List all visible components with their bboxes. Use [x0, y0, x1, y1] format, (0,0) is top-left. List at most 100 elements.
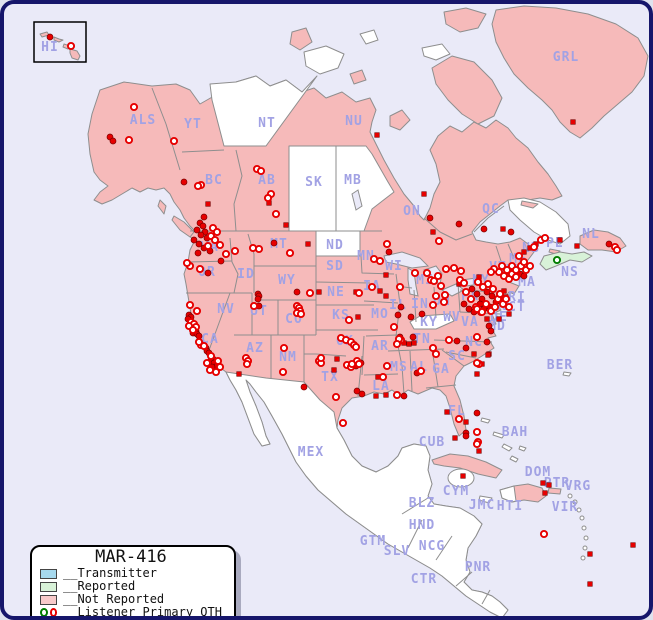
listener-primary-qth-marker [434, 236, 444, 246]
listener-primary-qth-marker [354, 288, 364, 298]
border-sc-ga [441, 349, 465, 367]
region-label-bc: BC [205, 173, 223, 188]
listener-other-qth-marker [485, 352, 491, 358]
listener-primary-qth-marker [525, 261, 535, 271]
islands-bahamas-3 [501, 443, 513, 452]
listener-other-qth-marker [383, 293, 389, 299]
listener-primary-qth-marker [529, 242, 539, 252]
listener-primary-qth-marker [194, 337, 204, 347]
border-mn-ia [360, 255, 395, 275]
legend-box: MAR-416 __Transmitter __Reported __Not R… [30, 545, 236, 619]
region-label-mb: MB [344, 173, 362, 188]
listener-primary-qth-cluster-marker [400, 392, 408, 400]
listener-primary-qth-cluster-marker [199, 222, 207, 230]
legend-item-not-reported: __Not Reported [40, 593, 222, 606]
listener-primary-qth-cluster-marker [455, 220, 463, 228]
listener-primary-qth-cluster-marker [358, 390, 366, 398]
region-label-blz: BLZ [409, 496, 435, 511]
listener-other-qth-marker [521, 249, 527, 255]
listener-primary-qth-marker [472, 427, 482, 437]
listener-primary-qth-marker [382, 361, 392, 371]
island-victoria [303, 45, 345, 75]
border-ca-nv [207, 292, 231, 354]
listener-primary-qth-cluster-marker [300, 383, 308, 391]
listener-primary-qth-cluster-marker [254, 295, 262, 303]
legend-item-label: __Transmitter [63, 566, 157, 580]
listener-primary-qth-cluster-marker [270, 239, 278, 247]
listener-other-qth-marker [236, 371, 242, 377]
listener-primary-qth-marker [459, 278, 469, 288]
listener-other-qth-marker [383, 272, 389, 278]
region-label-sk: SK [305, 175, 323, 190]
island-puerto-rico [547, 487, 562, 495]
listener-primary-qth-marker [389, 322, 399, 332]
island-jamaica [478, 495, 493, 504]
region-mexico-central-america [225, 371, 509, 616]
legend-item-label: __Reported [63, 579, 136, 593]
listener-primary-qth-marker [433, 271, 443, 281]
islands-antilles-4 [579, 515, 585, 521]
listener-primary-qth-marker [185, 300, 195, 310]
listener-other-qth-marker [540, 480, 546, 486]
listener-primary-qth-marker [454, 414, 464, 424]
listener-primary-qth-marker [431, 349, 441, 359]
listener-primary-qth-marker [263, 193, 273, 203]
region-label-ncg: NCG [419, 539, 445, 554]
region-label-nm: NM [279, 350, 297, 365]
islands-bahamas-4 [509, 455, 519, 463]
islands-bahamas-5 [518, 445, 527, 452]
listener-primary-qth-marker [481, 299, 491, 309]
listener-other-qth-marker [570, 119, 576, 125]
listener-primary-qth-cluster-marker [480, 225, 488, 233]
listener-primary-qth-marker [296, 309, 306, 319]
region-label-mn: MN [357, 249, 375, 264]
listener-primary-qth-marker [316, 353, 326, 363]
island-banks [289, 27, 313, 51]
listener-primary-qth-marker [472, 332, 482, 342]
region-label-slv: SLV [384, 544, 410, 559]
listener-primary-qth-marker [501, 294, 511, 304]
border-yt-bc [181, 149, 225, 153]
region-label-wy: WY [278, 273, 296, 288]
listener-primary-qth-marker [428, 300, 438, 310]
region-label-nl: NL [582, 227, 600, 242]
border-gtm-blz [401, 497, 429, 515]
listener-primary-qth-cluster-marker [453, 337, 461, 345]
listener-other-qth-marker [587, 551, 593, 557]
legend-item-label: __Listener Primary QTH [63, 605, 222, 619]
region-label-ky: KY [420, 315, 438, 330]
listener-primary-qth-cluster-marker [483, 288, 491, 296]
listener-other-qth-marker [587, 581, 593, 587]
listener-primary-qth-cluster-marker [487, 327, 495, 335]
region-label-yt: YT [184, 117, 202, 132]
listener-primary-qth-marker [378, 372, 388, 382]
listener-primary-qth-marker [199, 341, 209, 351]
region-label-ri: RI [508, 290, 526, 305]
listener-primary-qth-cluster-marker [46, 33, 54, 41]
listener-primary-qth-cluster-marker [194, 249, 202, 257]
listener-primary-qth-cluster-marker [462, 344, 470, 352]
border-oh-pa [457, 282, 461, 313]
region-label-fl: FL [448, 404, 466, 419]
listener-primary-qth-marker [428, 343, 438, 353]
listener-primary-qth-marker [351, 342, 361, 352]
region-label-pnr: PNR [465, 560, 491, 575]
listener-other-qth-marker [316, 289, 322, 295]
listener-primary-qth-marker [429, 276, 439, 286]
listener-primary-qth-marker [439, 297, 449, 307]
listener-other-qth-marker [205, 201, 211, 207]
listener-primary-qth-marker [440, 290, 450, 300]
border-bc-ab [233, 149, 243, 232]
listener-primary-qth-marker [392, 339, 402, 349]
listener-primary-qth-cluster-marker [605, 240, 613, 248]
listener-primary-qth-cluster-marker [180, 178, 188, 186]
listener-primary-qth-cluster-marker [353, 387, 361, 395]
border-ncg-ctr [455, 571, 473, 587]
listener-primary-qth-cluster-marker [200, 213, 208, 221]
islands-antilles-5 [581, 525, 587, 531]
region-label-ga: GA [432, 362, 450, 377]
region-label-hi: HI [41, 40, 59, 55]
listener-other-qth-marker [476, 448, 482, 454]
region-label-il: IL [389, 298, 407, 313]
